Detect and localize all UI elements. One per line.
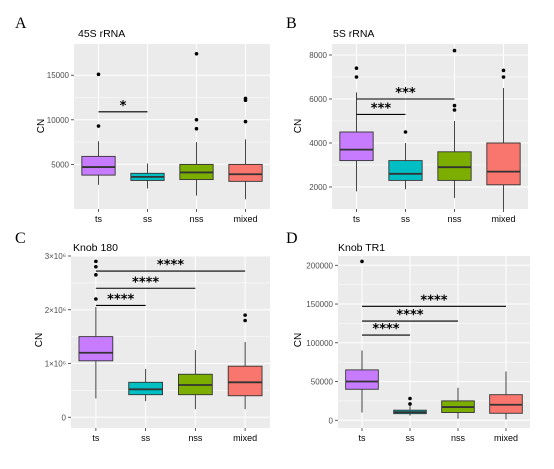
y-tick-label: 3×10⁶ bbox=[45, 252, 66, 261]
outlier-point bbox=[194, 118, 199, 122]
box-nss bbox=[437, 151, 472, 181]
box-ts bbox=[81, 155, 116, 176]
plot-area-c: 0 1×10⁶ 2×10⁶ 3×10⁶ ts ss nss mixed **** **** **** bbox=[45, 252, 270, 443]
y-tick-label: 1×10⁶ bbox=[45, 360, 66, 369]
y-tick-label: 6000 bbox=[309, 95, 327, 104]
x-tick-label-mixed: mixed bbox=[233, 214, 257, 224]
y-tick-label: 4000 bbox=[309, 139, 327, 148]
outlier-point bbox=[96, 124, 101, 128]
x-tick-label-ss: ss bbox=[143, 214, 153, 224]
x-tick-label-nss: nss bbox=[447, 214, 462, 224]
significance-label: *** bbox=[395, 86, 416, 101]
x-tick-label-ts: ts bbox=[92, 433, 100, 443]
panel-a: A 45S rRNA CN 5000 10000 15000 ts ss nss mixed… bbox=[15, 15, 270, 224]
x-tick-label-ss: ss bbox=[406, 433, 416, 443]
y-axis-label-b: CN bbox=[293, 119, 304, 133]
outlier-point bbox=[501, 68, 506, 73]
panel-title-d: Knob TR1 bbox=[338, 242, 385, 254]
panel-letter-c: C bbox=[15, 230, 26, 247]
plot-area-b: 2000 4000 6000 8000 ts ss nss mixed ****** bbox=[309, 44, 528, 224]
y-tick-label: 15000 bbox=[47, 71, 70, 80]
panel-title-a: 45S rRNA bbox=[78, 28, 125, 40]
panel-title-b: 5S rRNA bbox=[333, 28, 374, 40]
outlier-point bbox=[94, 264, 98, 269]
y-tick-label: 0 bbox=[62, 413, 67, 422]
outlier-point bbox=[354, 66, 359, 70]
outlier-point bbox=[452, 108, 457, 112]
plot-area-d: 0 50000 100000 150000 200000 ts ss nss mixed ****… bbox=[306, 256, 530, 443]
y-tick-label: 150000 bbox=[306, 300, 333, 309]
significance-label: **** bbox=[132, 275, 159, 290]
box-ts bbox=[78, 336, 114, 362]
outlier-point bbox=[452, 48, 457, 53]
outlier-point bbox=[94, 273, 98, 277]
significance-label: **** bbox=[107, 292, 134, 307]
outlier-point bbox=[501, 75, 506, 79]
outlier-point bbox=[243, 313, 247, 317]
y-axis-label-c: CN bbox=[34, 333, 45, 347]
panel-title-c: Knob 180 bbox=[73, 242, 118, 254]
significance-label: **** bbox=[420, 293, 447, 308]
y-tick-label: 2000 bbox=[309, 183, 327, 192]
significance-label: * bbox=[120, 99, 127, 114]
box-ss bbox=[388, 160, 423, 181]
outlier-point bbox=[96, 72, 101, 77]
outlier-point bbox=[194, 126, 199, 131]
outlier-point bbox=[194, 52, 199, 56]
x-tick-label-ss: ss bbox=[401, 214, 411, 224]
outlier-point bbox=[408, 402, 412, 406]
outlier-point bbox=[360, 259, 364, 264]
y-tick-label: 100000 bbox=[306, 339, 333, 348]
box-mixed bbox=[227, 365, 263, 397]
significance-label: *** bbox=[371, 101, 392, 116]
box-mixed bbox=[228, 163, 263, 182]
panel-c: C Knob 180 CN 0 1×10⁶ 2×10⁶ 3×10⁶ ts ss nss mix… bbox=[15, 230, 270, 443]
panel-d: D Knob TR1 CN 0 50000 100000 150000 200000 ts… bbox=[286, 230, 530, 443]
x-tick-label-ts: ts bbox=[358, 433, 366, 443]
y-tick-label: 2×10⁶ bbox=[45, 306, 66, 315]
plot-area-a: 5000 10000 15000 ts ss nss mixed * bbox=[47, 44, 270, 224]
x-tick-label-mixed: mixed bbox=[494, 433, 518, 443]
y-tick-label: 200000 bbox=[306, 261, 333, 270]
box-ts bbox=[345, 369, 379, 390]
y-tick-label: 8000 bbox=[309, 51, 327, 60]
y-tick-label: 10000 bbox=[47, 116, 70, 125]
x-tick-label-nss: nss bbox=[188, 433, 203, 443]
outlier-point bbox=[452, 103, 457, 108]
plot-background bbox=[74, 44, 270, 209]
outlier-point bbox=[243, 119, 248, 124]
outlier-point bbox=[94, 297, 98, 301]
y-tick-label: 5000 bbox=[51, 160, 69, 169]
x-tick-label-mixed: mixed bbox=[233, 433, 257, 443]
x-tick-label-ss: ss bbox=[141, 433, 151, 443]
outlier-point bbox=[403, 130, 408, 134]
outlier-point bbox=[243, 96, 248, 101]
x-tick-label-nss: nss bbox=[451, 433, 466, 443]
significance-label: **** bbox=[396, 308, 423, 323]
y-axis-label-a: CN bbox=[36, 119, 47, 133]
outlier-point bbox=[94, 259, 98, 264]
outlier-point bbox=[354, 75, 359, 79]
box-ts bbox=[339, 131, 374, 162]
panel-b: B 5S rRNA CN 2000 4000 6000 8000 ts ss nss mixe… bbox=[286, 15, 528, 224]
y-tick-label: 50000 bbox=[311, 378, 334, 387]
x-tick-label-mixed: mixed bbox=[491, 214, 515, 224]
panel-letter-a: A bbox=[15, 15, 27, 32]
x-tick-label-ts: ts bbox=[353, 214, 361, 224]
panel-letter-d: D bbox=[286, 230, 298, 247]
outlier-point bbox=[243, 318, 247, 323]
panel-letter-b: B bbox=[286, 15, 297, 32]
significance-label: **** bbox=[372, 322, 399, 337]
x-tick-label-nss: nss bbox=[189, 214, 204, 224]
x-tick-label-ts: ts bbox=[95, 214, 103, 224]
significance-label: **** bbox=[157, 258, 184, 273]
y-axis-label-d: CN bbox=[293, 333, 304, 347]
box-mixed bbox=[486, 142, 521, 186]
outlier-point bbox=[408, 396, 412, 401]
y-tick-label: 0 bbox=[329, 416, 334, 425]
